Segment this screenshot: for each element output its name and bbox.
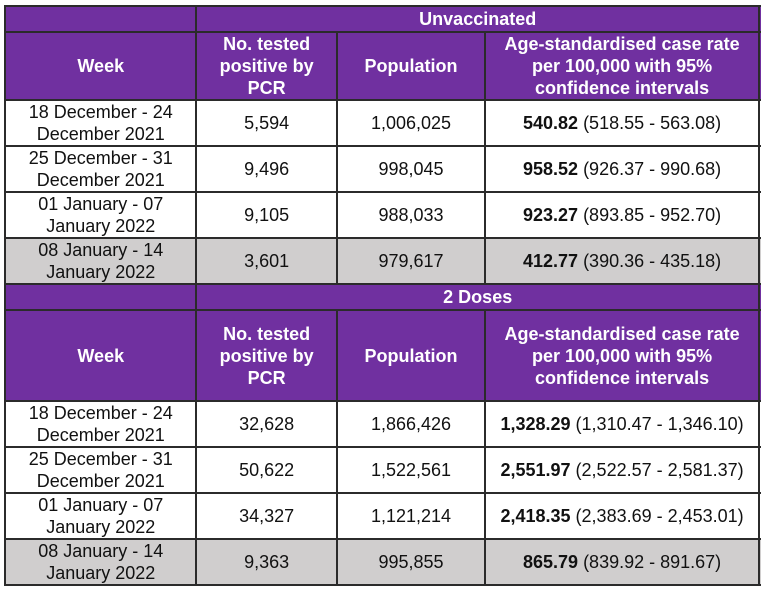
section-title-row: Unvaccinated	[3, 5, 761, 33]
case-rate-table: Unvaccinated Week No. tested positive by…	[3, 5, 761, 586]
population-cell: 998,045	[335, 145, 487, 193]
tested-cell: 9,496	[195, 145, 338, 193]
section-title-spacer	[3, 5, 198, 33]
tested-cell: 9,105	[195, 191, 338, 239]
edge-cell	[757, 283, 761, 311]
confidence-interval: (893.85 - 952.70)	[583, 205, 722, 225]
column-header-week: Week	[3, 31, 198, 101]
rate-value: 1,328.29	[500, 414, 571, 434]
table-row: 18 December - 24 December 2021 5,594 1,0…	[3, 99, 761, 147]
column-header-rate: Age-standardised case rate per 100,000 w…	[484, 31, 760, 101]
edge-cell	[757, 145, 761, 193]
rate-cell: 923.27 (893.85 - 952.70)	[484, 191, 760, 239]
table-row: 08 January - 14 January 2022 3,601 979,6…	[3, 237, 761, 285]
confidence-interval: (839.92 - 891.67)	[583, 552, 722, 572]
week-cell: 08 January - 14 January 2022	[3, 538, 198, 586]
tested-cell: 5,594	[195, 99, 338, 147]
edge-cell	[757, 5, 761, 33]
population-cell: 1,866,426	[335, 400, 487, 448]
rate-cell: 865.79 (839.92 - 891.67)	[484, 538, 760, 586]
edge-cell	[757, 237, 761, 285]
table-row: 18 December - 24 December 2021 32,628 1,…	[3, 400, 761, 448]
rate-value: 540.82	[522, 113, 579, 133]
week-cell: 25 December - 31 December 2021	[3, 145, 198, 193]
population-cell: 1,121,214	[335, 492, 487, 540]
edge-cell	[757, 538, 761, 586]
confidence-interval: (2,383.69 - 2,453.01)	[575, 506, 744, 526]
table-row: 08 January - 14 January 2022 9,363 995,8…	[3, 538, 761, 586]
section-title-spacer	[3, 283, 198, 311]
edge-cell	[757, 31, 761, 101]
rate-value: 865.79	[522, 552, 579, 572]
edge-cell	[757, 446, 761, 494]
tested-cell: 9,363	[195, 538, 338, 586]
confidence-interval: (1,310.47 - 1,346.10)	[575, 414, 744, 434]
column-header-tested: No. tested positive by PCR	[195, 309, 338, 402]
edge-cell	[757, 492, 761, 540]
confidence-interval: (518.55 - 563.08)	[583, 113, 722, 133]
table-row: 01 January - 07 January 2022 9,105 988,0…	[3, 191, 761, 239]
confidence-interval: (926.37 - 990.68)	[583, 159, 722, 179]
edge-cell	[757, 99, 761, 147]
week-cell: 01 January - 07 January 2022	[3, 191, 198, 239]
tested-cell: 32,628	[195, 400, 338, 448]
edge-cell	[757, 309, 761, 402]
section-title-row: 2 Doses	[3, 283, 761, 311]
tested-cell: 50,622	[195, 446, 338, 494]
rate-value: 2,551.97	[500, 460, 571, 480]
population-cell: 1,522,561	[335, 446, 487, 494]
rate-cell: 2,551.97 (2,522.57 - 2,581.37)	[484, 446, 760, 494]
edge-cell	[757, 191, 761, 239]
population-cell: 1,006,025	[335, 99, 487, 147]
column-header-population: Population	[335, 309, 487, 402]
rate-value: 923.27	[522, 205, 579, 225]
population-cell: 995,855	[335, 538, 487, 586]
rate-value: 412.77	[522, 251, 579, 271]
population-cell: 979,617	[335, 237, 487, 285]
rate-value: 2,418.35	[500, 506, 571, 526]
table-row: 25 December - 31 December 2021 50,622 1,…	[3, 446, 761, 494]
week-cell: 25 December - 31 December 2021	[3, 446, 198, 494]
week-cell: 08 January - 14 January 2022	[3, 237, 198, 285]
edge-cell	[757, 400, 761, 448]
section-title: Unvaccinated	[195, 5, 760, 33]
table-row: 25 December - 31 December 2021 9,496 998…	[3, 145, 761, 193]
column-header-week: Week	[3, 309, 198, 402]
rate-cell: 540.82 (518.55 - 563.08)	[484, 99, 760, 147]
column-header-rate: Age-standardised case rate per 100,000 w…	[484, 309, 760, 402]
population-cell: 988,033	[335, 191, 487, 239]
table-row: 01 January - 07 January 2022 34,327 1,12…	[3, 492, 761, 540]
confidence-interval: (390.36 - 435.18)	[583, 251, 722, 271]
column-header-row: Week No. tested positive by PCR Populati…	[3, 309, 761, 402]
section-title: 2 Doses	[195, 283, 760, 311]
rate-value: 958.52	[522, 159, 579, 179]
confidence-interval: (2,522.57 - 2,581.37)	[575, 460, 744, 480]
column-header-tested: No. tested positive by PCR	[195, 31, 338, 101]
rate-cell: 2,418.35 (2,383.69 - 2,453.01)	[484, 492, 760, 540]
tested-cell: 34,327	[195, 492, 338, 540]
week-cell: 18 December - 24 December 2021	[3, 400, 198, 448]
week-cell: 01 January - 07 January 2022	[3, 492, 198, 540]
tested-cell: 3,601	[195, 237, 338, 285]
rate-cell: 412.77 (390.36 - 435.18)	[484, 237, 760, 285]
column-header-population: Population	[335, 31, 487, 101]
column-header-row: Week No. tested positive by PCR Populati…	[3, 31, 761, 101]
rate-cell: 1,328.29 (1,310.47 - 1,346.10)	[484, 400, 760, 448]
week-cell: 18 December - 24 December 2021	[3, 99, 198, 147]
rate-cell: 958.52 (926.37 - 990.68)	[484, 145, 760, 193]
